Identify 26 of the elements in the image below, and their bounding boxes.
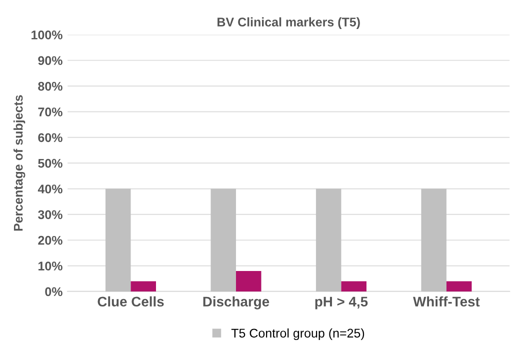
y-tick-label: 100% bbox=[32, 30, 62, 40]
y-tick-label: 30% bbox=[38, 210, 62, 220]
bar bbox=[316, 188, 342, 292]
bar bbox=[236, 270, 262, 292]
y-axis-title: Percentage of subjects bbox=[14, 95, 26, 231]
y-tick-label: 60% bbox=[38, 133, 62, 142]
y-tick-label: 0% bbox=[45, 287, 62, 296]
bar bbox=[446, 281, 472, 292]
y-tick-label: 80% bbox=[38, 82, 62, 91]
bar bbox=[421, 188, 446, 292]
bar bbox=[341, 281, 366, 292]
y-tick-label: 10% bbox=[38, 262, 62, 270]
x-tick-label: pH > 4,5 bbox=[315, 296, 368, 310]
bar bbox=[210, 188, 236, 292]
legend-label: T5 Control group (n=25) bbox=[231, 328, 364, 340]
y-tick-label: 70% bbox=[38, 108, 62, 116]
x-tick-label: Whiff-Test bbox=[413, 296, 480, 307]
x-tick-label: Discharge bbox=[203, 296, 270, 310]
bar bbox=[105, 188, 131, 292]
y-tick-label: 50% bbox=[38, 158, 62, 168]
bar bbox=[130, 281, 156, 292]
x-tick-label: Clue Cells bbox=[98, 296, 164, 307]
y-tick-label: 20% bbox=[38, 236, 62, 245]
chart-title: BV Clinical markers (T5) bbox=[218, 17, 360, 29]
y-tick-label: 90% bbox=[38, 56, 62, 66]
y-tick-label: 40% bbox=[38, 184, 62, 194]
